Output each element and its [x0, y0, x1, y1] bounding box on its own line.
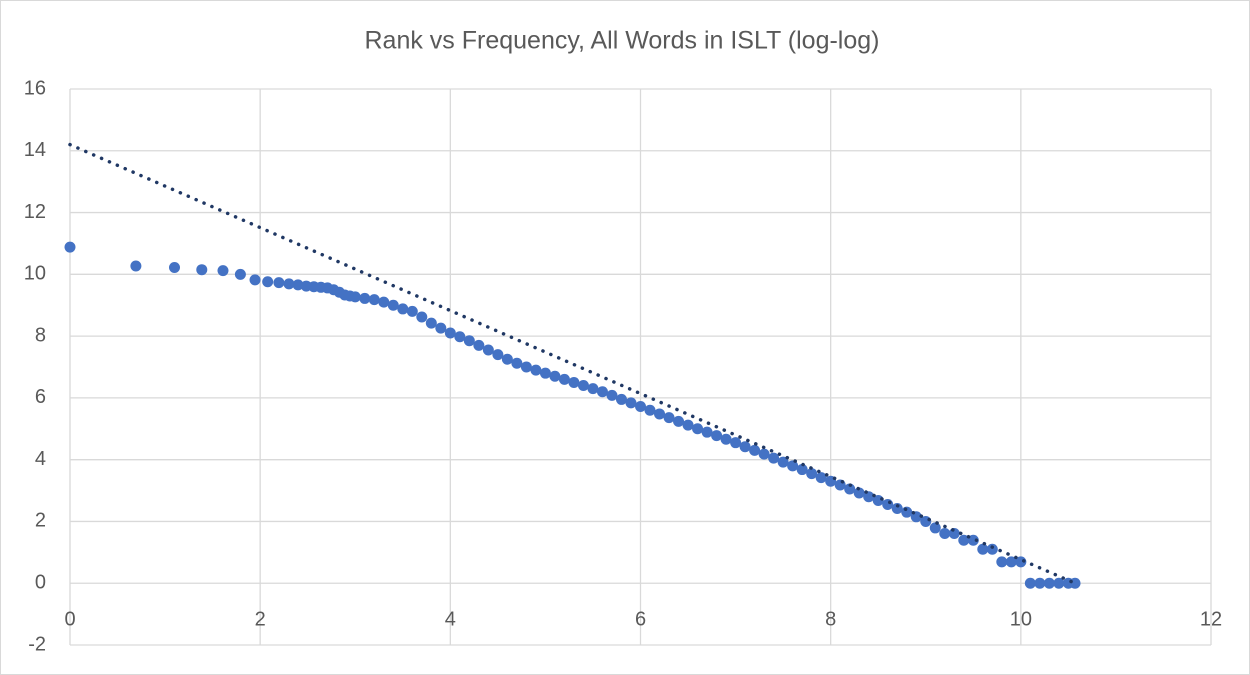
point [406, 305, 418, 317]
point [397, 303, 409, 315]
point [768, 452, 780, 464]
y-tick-label: 2 [35, 510, 46, 532]
x-tick-label: 6 [635, 609, 646, 631]
point [168, 262, 180, 274]
x-tick-label: 12 [1200, 609, 1222, 631]
point [196, 264, 208, 276]
point [463, 335, 475, 347]
point [891, 502, 903, 514]
point [249, 274, 261, 286]
point [568, 376, 580, 388]
point [378, 296, 390, 308]
point [587, 383, 599, 395]
point [596, 386, 608, 398]
point [663, 412, 675, 424]
point [492, 349, 504, 361]
point [1043, 577, 1055, 589]
point [730, 437, 742, 449]
y-tick-label: 8 [35, 324, 46, 346]
point [844, 483, 856, 495]
y-tick-label: 14 [24, 139, 46, 161]
point [682, 419, 694, 431]
point [701, 426, 713, 438]
point [673, 415, 685, 427]
point [387, 299, 399, 311]
point [549, 370, 561, 382]
point [217, 265, 229, 277]
point [777, 456, 789, 468]
point [368, 294, 380, 306]
point [787, 460, 799, 472]
point [273, 277, 285, 289]
y-tick-label: 16 [24, 77, 46, 99]
point [444, 327, 456, 339]
point [986, 543, 998, 555]
x-tick-label: 4 [445, 609, 456, 631]
x-tick-label: 10 [1010, 609, 1032, 631]
point [853, 487, 865, 499]
point [558, 373, 570, 385]
point [454, 331, 466, 343]
point [606, 389, 618, 401]
point [577, 380, 589, 392]
point [292, 279, 304, 291]
point [711, 430, 723, 442]
point [359, 292, 371, 304]
point [130, 260, 142, 272]
point [939, 527, 951, 539]
point [635, 401, 646, 413]
y-tick-label: -2 [28, 633, 46, 655]
point [967, 534, 979, 546]
point [416, 311, 428, 323]
point [749, 444, 761, 456]
point [283, 278, 295, 290]
point [530, 364, 542, 376]
point [511, 357, 523, 369]
y-tick-label: 10 [24, 263, 46, 285]
point [349, 291, 361, 303]
point [435, 322, 447, 334]
point [262, 276, 274, 288]
point [758, 448, 770, 460]
point [977, 543, 989, 555]
point [644, 404, 656, 416]
point [1005, 556, 1017, 568]
point [806, 468, 818, 480]
point [539, 367, 551, 379]
point [501, 353, 513, 365]
point [234, 268, 246, 280]
point [1053, 577, 1065, 589]
point [654, 408, 666, 420]
point [863, 491, 875, 503]
point [720, 433, 732, 445]
point [882, 498, 894, 510]
x-tick-label: 0 [64, 609, 75, 631]
y-tick-label: 4 [35, 448, 46, 470]
point [625, 397, 637, 409]
point [739, 441, 751, 453]
chart-title: Rank vs Frequency, All Words in ISLT (lo… [364, 27, 879, 55]
point [996, 556, 1008, 568]
point [482, 344, 494, 356]
point [1024, 577, 1036, 589]
point [815, 472, 827, 484]
point [615, 393, 627, 405]
y-tick-label: 12 [24, 201, 46, 223]
point [692, 423, 704, 435]
point [473, 339, 485, 351]
y-tick-label: 0 [35, 572, 46, 594]
point [958, 534, 970, 546]
x-tick-label: 2 [255, 609, 266, 631]
point [796, 464, 808, 476]
point [1034, 577, 1046, 589]
point [425, 317, 437, 329]
x-tick-label: 8 [825, 609, 836, 631]
point [64, 241, 76, 253]
point [520, 361, 532, 373]
point [929, 522, 941, 534]
y-tick-label: 6 [35, 386, 46, 408]
